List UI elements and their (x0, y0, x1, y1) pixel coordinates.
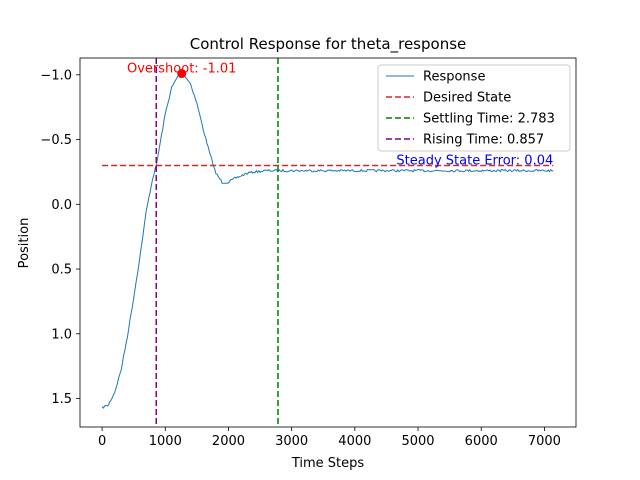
y-tick-label: 1.0 (51, 327, 72, 342)
overshoot-annotation: Overshoot: -1.01 (127, 62, 236, 77)
y-tick-label: −0.5 (40, 133, 72, 148)
x-tick-label: 1000 (149, 434, 182, 449)
y-tick-label: 0.5 (51, 263, 72, 278)
x-tick-label: 5000 (401, 434, 434, 449)
x-tick-label: 2000 (212, 434, 245, 449)
legend-label-settling-time: Settling Time: 2.783 (423, 112, 555, 127)
x-tick-label: 4000 (338, 434, 371, 449)
legend-label-response: Response (423, 70, 485, 85)
steady-state-error-annotation: Steady State Error: 0.04 (396, 153, 553, 168)
y-axis-title: Position (17, 218, 32, 269)
x-axis-title: Time Steps (291, 456, 365, 471)
x-tick-label: 7000 (528, 434, 561, 449)
legend-label-rising-time: Rising Time: 0.857 (423, 133, 544, 148)
y-tick-label: 0.0 (51, 198, 72, 213)
x-tick-label: 6000 (465, 434, 498, 449)
legend: Response Desired State Settling Time: 2.78… (378, 65, 570, 151)
y-tick-label: 1.5 (51, 392, 72, 407)
legend-label-desired-state: Desired State (423, 91, 511, 106)
y-tick-label: −1.0 (40, 68, 72, 83)
x-tick-label: 0 (98, 434, 106, 449)
chart-title: Control Response for theta_response (190, 35, 467, 54)
x-tick-label: 3000 (275, 434, 308, 449)
